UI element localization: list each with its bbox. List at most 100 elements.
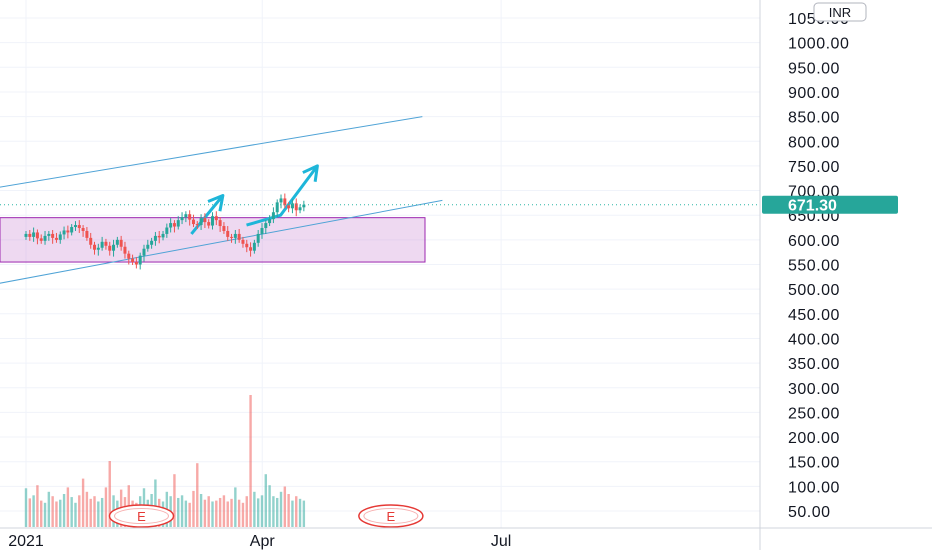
candle-body <box>157 235 161 238</box>
volume-bar <box>51 496 54 527</box>
candle[interactable] <box>81 225 85 237</box>
earnings-event-marker[interactable]: E <box>358 504 424 528</box>
candle[interactable] <box>119 235 123 251</box>
candle[interactable] <box>184 211 188 223</box>
candle[interactable] <box>127 250 131 265</box>
candle[interactable] <box>230 233 234 243</box>
candle[interactable] <box>115 236 119 248</box>
candle[interactable] <box>100 236 104 251</box>
candle-body <box>146 244 150 249</box>
candle[interactable] <box>237 229 241 243</box>
candlestick-series[interactable] <box>24 193 306 270</box>
candle[interactable] <box>180 212 184 225</box>
candle[interactable] <box>73 221 77 231</box>
candle[interactable] <box>35 229 39 245</box>
candle[interactable] <box>172 220 176 233</box>
candle[interactable] <box>85 227 89 241</box>
projection-arrow[interactable] <box>246 165 319 227</box>
candle[interactable] <box>188 210 192 226</box>
candle[interactable] <box>195 221 199 230</box>
candle[interactable] <box>32 227 36 242</box>
candle[interactable] <box>249 242 253 257</box>
candle[interactable] <box>165 223 169 238</box>
candle[interactable] <box>268 215 272 227</box>
candle[interactable] <box>157 230 161 244</box>
candle[interactable] <box>47 230 51 241</box>
candle[interactable] <box>104 238 108 250</box>
candle[interactable] <box>70 224 74 236</box>
time-axis[interactable]: 2021 Apr Jul <box>0 527 932 550</box>
candle[interactable] <box>153 231 157 246</box>
volume-bar <box>85 491 89 527</box>
candle[interactable] <box>150 237 154 249</box>
candle[interactable] <box>222 222 226 234</box>
chart-grid <box>0 0 760 528</box>
candle[interactable] <box>62 226 66 240</box>
candle[interactable] <box>252 239 256 254</box>
candle[interactable] <box>89 232 93 249</box>
candle[interactable] <box>58 231 62 244</box>
candle[interactable] <box>233 229 237 244</box>
candle-body <box>54 237 58 240</box>
candle[interactable] <box>54 232 58 243</box>
candle[interactable] <box>93 241 97 255</box>
currency-badge[interactable]: INR <box>813 2 867 22</box>
candle[interactable] <box>43 230 47 245</box>
candle[interactable] <box>241 236 245 248</box>
candle[interactable] <box>39 234 43 244</box>
candle[interactable] <box>218 217 222 232</box>
candle[interactable] <box>214 211 218 226</box>
candle[interactable] <box>77 220 81 233</box>
candle[interactable] <box>28 229 32 241</box>
candle[interactable] <box>176 216 180 230</box>
candle[interactable] <box>191 214 195 228</box>
candle[interactable] <box>264 220 268 234</box>
candle[interactable] <box>275 199 279 218</box>
candle[interactable] <box>169 218 173 233</box>
last-price-badge[interactable]: 671.30 <box>762 195 898 215</box>
candle[interactable] <box>161 230 165 241</box>
candle[interactable] <box>199 214 203 230</box>
candle[interactable] <box>146 239 150 252</box>
candle[interactable] <box>131 254 135 265</box>
candle-body <box>73 225 77 228</box>
y-tick-label: 500.00 <box>788 282 840 299</box>
price-axis[interactable]: 50.00 100.00 150.00 200.00 250.00 300.00 350.0… <box>759 0 898 550</box>
candle[interactable] <box>271 207 275 224</box>
candle[interactable] <box>279 194 283 209</box>
channel-lower-line[interactable] <box>0 199 443 284</box>
candle[interactable] <box>96 243 100 256</box>
candle[interactable] <box>287 202 291 213</box>
candle[interactable] <box>138 252 142 270</box>
candle[interactable] <box>226 226 230 241</box>
candle[interactable] <box>260 223 264 239</box>
candle[interactable] <box>256 229 260 247</box>
candle[interactable] <box>302 200 306 212</box>
candle[interactable] <box>66 225 70 239</box>
candle[interactable] <box>123 241 127 259</box>
candle[interactable] <box>283 193 287 209</box>
candle[interactable] <box>134 257 138 269</box>
x-tick-label: Apr <box>250 533 276 550</box>
candle[interactable] <box>142 244 146 262</box>
candle-body <box>115 239 119 245</box>
earnings-event-marker[interactable]: E <box>108 504 175 528</box>
candle[interactable] <box>245 239 249 253</box>
candle[interactable] <box>108 241 112 256</box>
candle[interactable] <box>112 239 116 257</box>
y-tick-label: 900.00 <box>788 85 840 102</box>
candle[interactable] <box>207 219 211 229</box>
candle[interactable] <box>298 204 302 214</box>
candle[interactable] <box>211 212 215 230</box>
candle[interactable] <box>24 230 28 240</box>
channel-upper-line[interactable] <box>0 116 423 188</box>
candle[interactable] <box>203 213 207 229</box>
candle[interactable] <box>51 229 55 244</box>
breakout-arrow[interactable] <box>190 194 225 235</box>
candle[interactable] <box>290 199 294 214</box>
volume-bar <box>40 500 43 527</box>
candle[interactable] <box>294 198 298 217</box>
